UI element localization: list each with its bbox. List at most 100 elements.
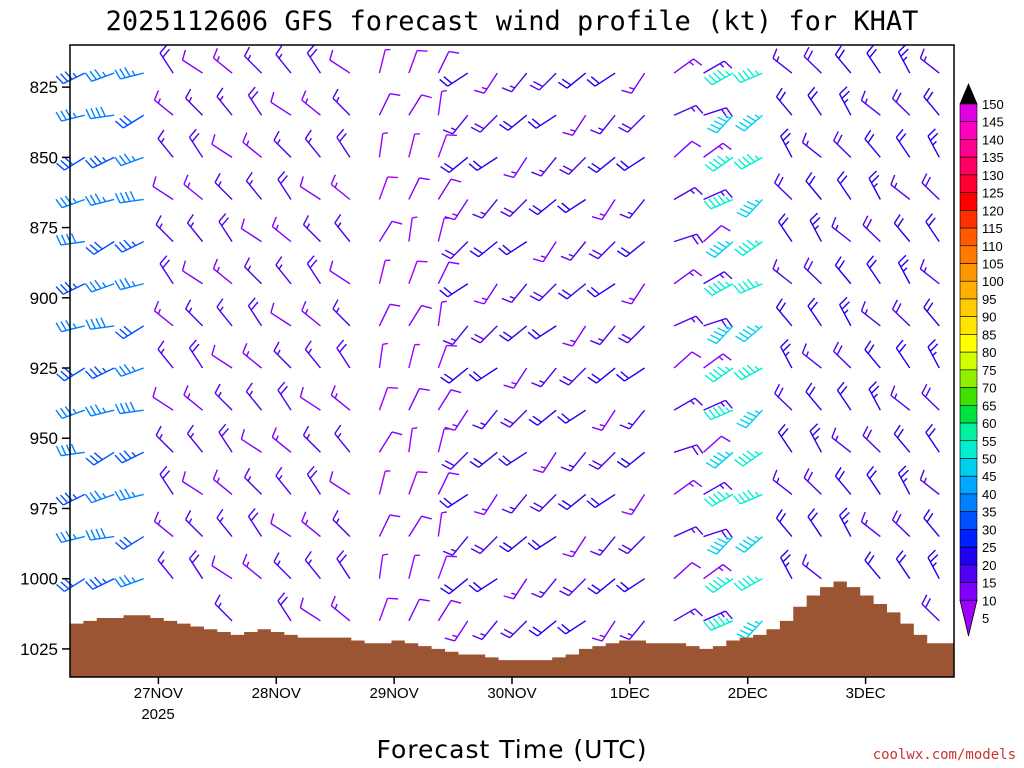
colorbar-swatch (959, 245, 978, 264)
colorbar-swatch (959, 298, 978, 317)
wind-barb (212, 469, 233, 495)
wind-barb (923, 509, 940, 538)
wind-barb (733, 575, 763, 591)
wind-barb (188, 339, 204, 369)
wind-barb (919, 258, 940, 285)
wind-barb (55, 109, 85, 122)
wind-barb (616, 451, 646, 468)
wind-barb (588, 451, 616, 470)
wind-barb (673, 269, 703, 285)
colorbar-swatch (959, 139, 978, 158)
wind-barb (84, 490, 115, 504)
wind-barb (336, 128, 351, 158)
wind-barb (301, 90, 321, 116)
chart-title: 2025112606 GFS forecast wind profile (kt… (106, 6, 919, 37)
wind-barb (860, 511, 881, 538)
wind-barb (183, 174, 204, 201)
colorbar-swatch (959, 475, 978, 495)
wind-barb (302, 215, 321, 243)
wind-barb (408, 427, 418, 453)
wind-barb (560, 241, 587, 261)
wind-barb (866, 44, 881, 74)
wind-barb (152, 176, 174, 201)
wind-barb (501, 493, 528, 514)
wind-barb (85, 366, 115, 380)
wind-barb (442, 536, 469, 556)
wind-barb (897, 465, 911, 495)
wind-barb (214, 594, 233, 622)
wind-barb (334, 213, 351, 243)
wind-barb (831, 427, 852, 453)
colorbar-cap-bottom (959, 599, 978, 637)
wind-barb (218, 423, 233, 453)
wind-barb (927, 549, 940, 580)
wind-barb (437, 344, 458, 369)
x-tick-label: 30NOV (487, 685, 536, 702)
credit-text: coolwx.com/models (873, 747, 1016, 763)
wind-barb (703, 353, 732, 369)
wind-barb (211, 134, 233, 158)
wind-barb (152, 386, 174, 411)
wind-barb (270, 513, 292, 538)
colorbar-label: 65 (982, 398, 996, 413)
wind-barb (212, 258, 233, 285)
wind-barb (890, 385, 911, 411)
wind-barb (441, 241, 469, 260)
wind-barb (772, 469, 793, 495)
wind-barb (807, 86, 822, 116)
wind-barb (378, 553, 389, 579)
wind-barb (890, 174, 911, 201)
wind-barb (378, 386, 399, 411)
wind-barb (157, 129, 174, 158)
wind-barb (499, 114, 528, 131)
colorbar-label: 125 (982, 186, 1004, 201)
wind-barb (673, 397, 703, 411)
x-tick-label: 2DEC (728, 685, 768, 702)
wind-barb (834, 466, 852, 495)
wind-barb (703, 564, 732, 580)
wind-barb (437, 599, 462, 622)
wind-barb (621, 283, 646, 305)
wind-barb (378, 92, 401, 116)
wind-barb (185, 510, 204, 538)
wind-barb (304, 551, 322, 580)
wind-barb (114, 450, 144, 464)
wind-barb (437, 89, 447, 116)
wind-barb (860, 90, 881, 116)
wind-barb (153, 90, 174, 116)
wind-barb (775, 298, 793, 327)
wind-barb (557, 72, 587, 89)
wind-barb (529, 72, 557, 91)
wind-barb (805, 171, 822, 200)
wind-barb (115, 535, 145, 550)
wind-barb (927, 338, 940, 369)
colorbar-swatch (959, 582, 978, 601)
colorbar-swatch (959, 316, 978, 335)
wind-barb (703, 194, 734, 210)
wind-barb (703, 615, 734, 631)
wind-barb (801, 132, 822, 158)
wind-barb (408, 260, 428, 284)
colorbar-swatch (959, 174, 978, 193)
wind-barb (159, 465, 174, 495)
wind-barb (673, 526, 704, 538)
wind-barb (586, 493, 616, 509)
wind-barb (618, 325, 646, 344)
wind-barb (772, 258, 793, 285)
wind-barb (329, 471, 351, 496)
wind-barb (673, 444, 704, 456)
colorbar-label: 50 (982, 451, 996, 466)
wind-barb (332, 510, 351, 538)
colorbar-label: 20 (982, 558, 996, 573)
wind-barb (780, 338, 793, 369)
wind-barb (114, 401, 144, 415)
wind-barb (809, 423, 823, 453)
wind-barb (673, 351, 702, 369)
wind-barb (245, 382, 263, 411)
colorbar-label: 95 (982, 292, 996, 307)
wind-barb (735, 114, 763, 132)
x-axis-label: Forecast Time (UTC) (377, 735, 648, 764)
wind-barb (531, 367, 557, 388)
wind-barb (183, 385, 204, 411)
wind-barb (801, 553, 822, 580)
